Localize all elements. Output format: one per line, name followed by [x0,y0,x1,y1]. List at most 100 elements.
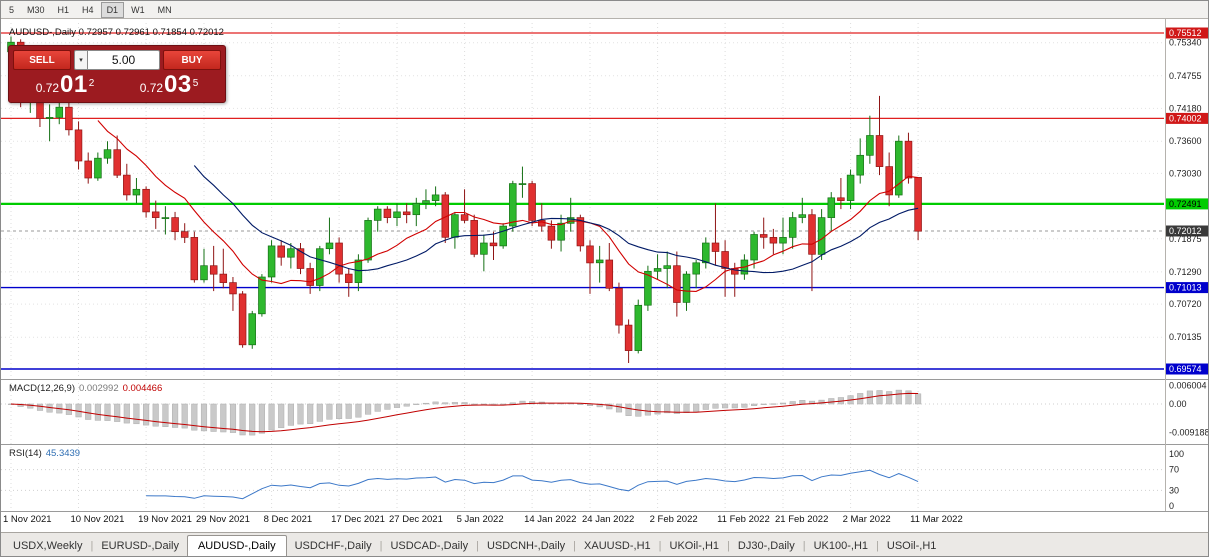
svg-text:0.71290: 0.71290 [1169,267,1202,277]
svg-text:0.72012: 0.72012 [1169,226,1202,236]
tab-separator: | [379,539,383,552]
svg-text:0.74755: 0.74755 [1169,71,1202,81]
timeframe-button-m30[interactable]: M30 [21,2,51,18]
svg-text:0.73600: 0.73600 [1169,136,1202,146]
svg-text:0.75340: 0.75340 [1169,38,1202,48]
sell-price-prefix: 0.72 [35,81,60,95]
rsi-line [146,469,919,500]
timeframe-button-5[interactable]: 5 [3,2,20,18]
macd-signal-line [10,392,919,433]
timeframe-button-h4[interactable]: H4 [76,2,100,18]
chart-tab-xauusd-h1[interactable]: XAUUSD-,H1 [584,539,651,552]
macd-indicator-label: MACD(12,26,9) 0.002992 0.004466 [9,383,162,394]
svg-text:19 Nov 2021: 19 Nov 2021 [138,514,192,525]
candlesticks [7,36,922,363]
svg-text:0.71875: 0.71875 [1169,234,1202,244]
one-click-trading-panel: SELL ▾ 5.00 BUY 0.72 01 2 0.72 03 5 [8,45,226,103]
rsi-value: 45.3439 [45,448,81,459]
tab-separator: | [727,539,730,552]
svg-text:5 Jan 2022: 5 Jan 2022 [457,514,504,525]
svg-text:0.70720: 0.70720 [1169,299,1202,309]
svg-text:0.73030: 0.73030 [1169,168,1202,178]
tab-separator: | [573,539,577,552]
rsi-name: RSI(14) [9,448,42,459]
timeframe-toolbar: 5 M30 H1 H4 D1 W1 MN [1,1,1208,19]
timeframe-button-d1[interactable]: D1 [100,1,125,18]
macd-value-main: 0.002992 [79,383,119,394]
pane-dividers[interactable] [1,19,1209,512]
tab-separator: | [658,539,662,552]
svg-text:0.70135: 0.70135 [1169,332,1202,342]
svg-text:0: 0 [1169,501,1174,511]
svg-text:2 Mar 2022: 2 Mar 2022 [843,514,891,525]
svg-text:24 Jan 2022: 24 Jan 2022 [582,514,634,525]
chart-tab-audusd-daily[interactable]: AUDUSD-,Daily [186,534,287,556]
tab-separator: | [876,539,879,552]
rsi-axis-labels: 100 70 30 0 [1169,449,1184,511]
svg-text:100: 100 [1169,449,1184,459]
chart-tab-usdchf-daily[interactable]: USDCHF-,Daily [294,539,372,552]
svg-text:21 Feb 2022: 21 Feb 2022 [775,514,828,525]
svg-text:1 Nov 2021: 1 Nov 2021 [3,514,52,525]
macd-axis-labels: 0.006004 0.00 -0.009188 [1169,380,1209,438]
price-level-lines[interactable] [1,32,1164,370]
sell-button[interactable]: SELL [13,50,71,70]
buy-price-pip-digit: 5 [192,78,199,89]
timeframe-button-h1[interactable]: H1 [52,2,76,18]
svg-text:17 Dec 2021: 17 Dec 2021 [331,514,385,525]
buy-price-prefix: 0.72 [139,81,164,95]
svg-text:0.00: 0.00 [1169,399,1187,409]
svg-text:8 Dec 2021: 8 Dec 2021 [264,514,313,525]
chart-tab-dj30-daily[interactable]: DJ30-,Daily [737,539,795,552]
svg-text:0.75512: 0.75512 [1169,28,1202,38]
svg-text:27 Dec 2021: 27 Dec 2021 [389,514,443,525]
rsi-indicator-label: RSI(14) 45.3439 [9,448,80,459]
svg-text:0.006004: 0.006004 [1169,380,1207,390]
svg-text:-0.009188: -0.009188 [1169,428,1209,438]
timeframe-button-w1[interactable]: W1 [125,2,151,18]
svg-text:29 Nov 2021: 29 Nov 2021 [196,514,250,525]
svg-text:70: 70 [1169,465,1179,475]
svg-text:2 Feb 2022: 2 Feb 2022 [650,514,698,525]
buy-button[interactable]: BUY [163,50,221,70]
svg-text:11 Feb 2022: 11 Feb 2022 [717,514,770,525]
chart-tab-usdx-weekly[interactable]: USDX,Weekly [13,539,83,552]
chart-tab-usdcad-daily[interactable]: USDCAD-,Daily [390,539,469,552]
volume-input[interactable]: 5.00 [88,50,160,70]
date-axis-labels: 1 Nov 2021 10 Nov 2021 19 Nov 2021 29 Nov 2… [3,514,963,525]
svg-text:11 Mar 2022: 11 Mar 2022 [910,514,963,525]
moving-average-lines [97,120,919,292]
chart-tab-ukoil-h1[interactable]: UKOil-,H1 [669,539,720,552]
macd-histogram [7,389,922,436]
chart-area: 0.75512 0.75340 0.74755 0.74180 0.74002 0.736… [1,19,1209,532]
svg-text:0.74180: 0.74180 [1169,103,1202,113]
sell-price-big-digits: 01 [60,71,88,98]
buy-price-big-digits: 03 [164,71,192,98]
svg-text:14 Jan 2022: 14 Jan 2022 [524,514,576,525]
buy-price[interactable]: 0.72 03 5 [117,72,221,98]
svg-text:30: 30 [1169,485,1179,495]
sell-price-pip-digit: 2 [88,78,95,89]
chevron-down-icon: ▾ [79,57,83,64]
tab-separator: | [476,539,479,552]
macd-value-signal: 0.004466 [122,383,163,394]
tab-separator: | [802,539,806,552]
svg-text:10 Nov 2021: 10 Nov 2021 [71,514,125,525]
svg-text:0.72491: 0.72491 [1169,199,1202,209]
macd-name: MACD(12,26,9) [9,383,75,394]
chart-tab-usoil-h1[interactable]: USOil-,H1 [886,539,937,552]
volume-dropdown-button[interactable]: ▾ [74,50,88,70]
svg-text:0.74002: 0.74002 [1169,113,1202,123]
tab-separator: | [90,539,94,552]
chart-tab-usdcnh-daily[interactable]: USDCNH-,Daily [486,539,566,552]
chart-tab-eurusd-daily[interactable]: EURUSD-,Daily [101,539,179,552]
symbol-header: AUDUSD-,Daily 0.72957 0.72961 0.71854 0.… [9,27,224,38]
chart-tab-uk100-h1[interactable]: UK100-,H1 [813,539,869,552]
svg-text:0.71013: 0.71013 [1169,283,1202,293]
svg-text:0.69574: 0.69574 [1169,364,1202,374]
sell-price[interactable]: 0.72 01 2 [13,72,117,98]
timeframe-button-mn[interactable]: MN [152,2,178,18]
